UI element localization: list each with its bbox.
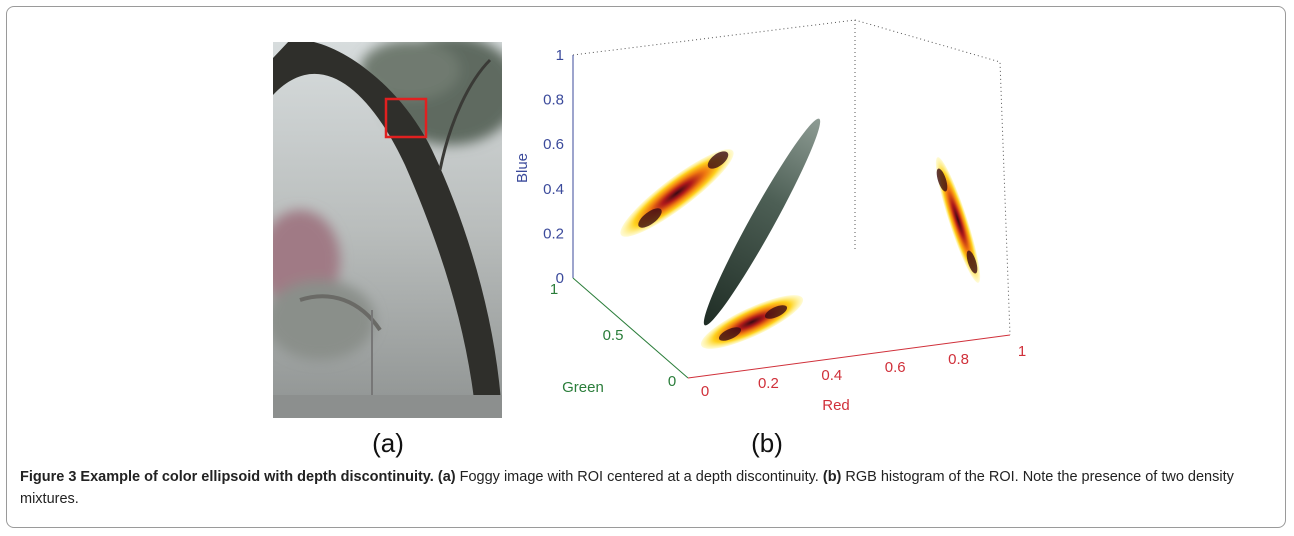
tick-label: 0.8	[543, 92, 564, 109]
caption-label: (a)	[438, 469, 456, 485]
axis-title: Blue	[514, 153, 531, 183]
axis-title: Red	[822, 397, 850, 414]
tick-label: 0	[668, 373, 676, 390]
caption-text: Foggy image with ROI centered at a depth…	[460, 469, 819, 485]
tick-label: 0	[701, 383, 709, 400]
tick-label: 1	[550, 281, 558, 298]
tick-label: 1	[1018, 343, 1026, 360]
tick-label: 0.4	[821, 367, 842, 384]
histogram-projections	[612, 113, 987, 358]
tick-label: 1	[556, 47, 564, 64]
caption-title: Figure 3 Example of color ellipsoid with…	[20, 469, 434, 485]
panel-label: (a)	[348, 428, 428, 459]
axis-title: Green	[562, 379, 604, 396]
page: Blue Green Red 00.20.40.60.8100.5100.20.…	[0, 0, 1294, 536]
tick-label: 0.8	[948, 351, 969, 368]
foggy-photo	[260, 35, 520, 418]
tick-label: 0.5	[603, 327, 624, 344]
tick-label: 0.4	[543, 181, 564, 198]
caption: Figure 3 Example of color ellipsoid with…	[20, 466, 1270, 510]
tick-label: 0.2	[543, 225, 564, 242]
figure-art: Blue Green Red 00.20.40.60.8100.5100.20.…	[0, 0, 1294, 536]
tick-label: 0.6	[543, 136, 564, 153]
tick-label: 0.6	[885, 359, 906, 376]
panel-label: (b)	[727, 428, 807, 459]
tick-label: 0.2	[758, 375, 779, 392]
caption-label: (b)	[823, 469, 842, 485]
